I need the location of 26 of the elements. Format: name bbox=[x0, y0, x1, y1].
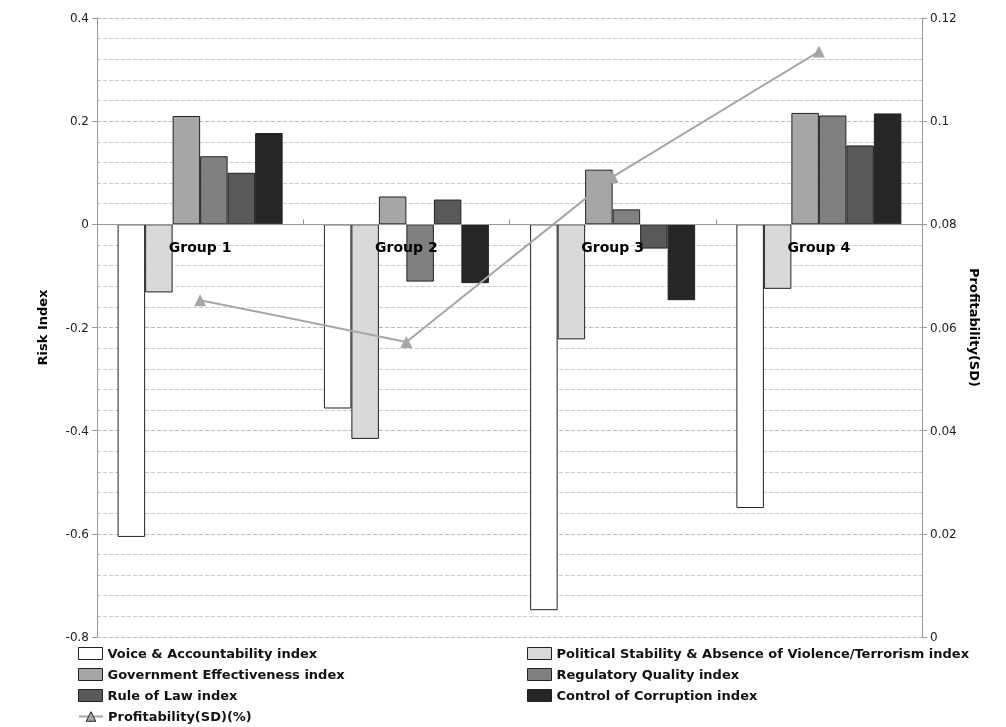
legend-label: Rule of Law index bbox=[107, 688, 239, 703]
y-tick-label: 0 bbox=[81, 217, 89, 232]
legend-label: Regulatory Quality index bbox=[556, 667, 740, 682]
y2-axis-title: Profitability(SD) bbox=[966, 268, 982, 387]
y-tick-label: -0.2 bbox=[65, 320, 89, 335]
y2-tick-label: 0.12 bbox=[930, 11, 957, 25]
y-tick-label: 0.2 bbox=[69, 114, 89, 129]
y2-tick-label: 0.04 bbox=[930, 423, 957, 438]
y-axis-title: Risk Index bbox=[35, 288, 50, 366]
y-tick-label: -0.4 bbox=[65, 423, 89, 438]
y-tick-label: 0.4 bbox=[69, 11, 89, 25]
point bbox=[400, 335, 413, 348]
point bbox=[812, 45, 825, 58]
legend-label: Political Stability & Absence of Violence/Terrorism index bbox=[556, 646, 970, 661]
y-tick-label: -0.6 bbox=[65, 526, 89, 541]
legend-label: Voice & Accountability index bbox=[107, 646, 318, 661]
legend-label: Control of Corruption index bbox=[556, 688, 758, 703]
legend-label: Government Effectiveness index bbox=[107, 667, 346, 682]
y2-tick-label: 0.02 bbox=[930, 526, 957, 541]
y2-tick-label: 0.06 bbox=[930, 320, 957, 335]
legend-label: Profitability(SD)(%) bbox=[108, 709, 252, 724]
y2-tick-label: 0.1 bbox=[930, 114, 950, 129]
point bbox=[194, 294, 207, 307]
y2-tick-label: 0.08 bbox=[930, 217, 957, 232]
y-tick-label: -0.8 bbox=[65, 630, 89, 644]
y2-tick-label: 0 bbox=[930, 630, 938, 644]
